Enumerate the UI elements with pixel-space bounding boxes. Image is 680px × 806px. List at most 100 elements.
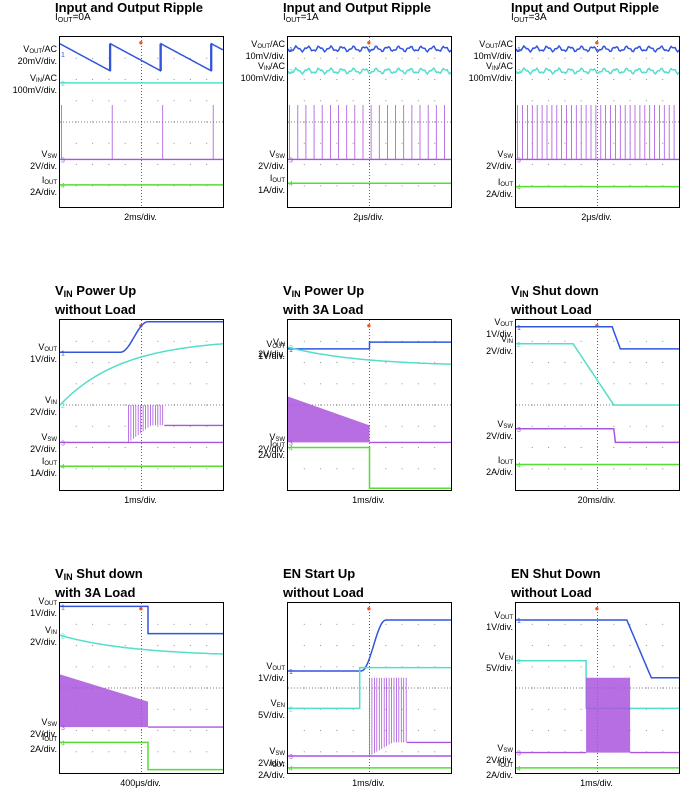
trace-vout [516,619,679,679]
test-condition: IOUT=0A [55,12,91,24]
channel-marker: 2 [61,403,65,410]
channel-scale: 1V/div. [30,608,57,619]
channel-marker: 3 [517,427,521,434]
label-main: V [269,746,276,756]
label-sub: OUT [272,442,285,449]
chart-title: EN Shut Down without Load [511,566,601,601]
title-line2: without Load [283,585,364,600]
title-main: Input and Output Ripple [511,0,660,15]
channel-label: VSW 2V/div. [30,433,57,454]
trace-vsw-switching-block [60,674,149,728]
channel-label: IOUT 2A/div. [486,177,513,199]
label-tail: /AC [41,44,57,54]
channel-label: IOUT 2A/div. [258,758,285,780]
channel-marker: 1 [61,604,65,611]
channel-marker: 1 [61,350,65,357]
label-sub: IN [51,400,57,406]
label-main: V [257,61,264,71]
channel-scale: 2V/div. [30,444,57,455]
label-sub: IN [263,66,270,72]
channel-scale: 2V/div. [486,345,513,356]
test-condition: IOUT=3A [511,12,547,24]
label-main: V [494,610,501,620]
channel-scale: 1V/div. [486,328,513,339]
scope-screen: ● 1 2 3 4 [515,319,680,491]
trace-vout [288,619,451,672]
channel-scale: 20mV/div. [17,56,57,66]
label-sub: IN [279,342,285,349]
channel-scale: 2A/div. [258,449,285,460]
channel-scale: 5V/div. [258,710,285,721]
scope-panel: EN Shut Down without Load ● 1 2 3 4 VOUT 1V/div.… [486,566,680,806]
channel-marker: 2 [289,706,293,713]
channel-scale: 2A/div. [486,466,513,477]
channel-label: IOUT 1A/div. [30,457,57,478]
channel-label: VOUT 1V/div. [30,343,57,364]
chart-title: EN Start Up without Load [283,566,364,601]
channel-marker: 2 [517,69,521,76]
channel-label: VOUT 1V/div. [258,662,285,683]
channel-scale: 10mV/div. [245,50,285,61]
channel-marker: 1 [289,669,293,676]
label-sub: OUT [44,461,57,468]
channel-scale: 1A/div. [30,468,57,479]
chart-title: Input and Output Ripple [511,0,659,19]
scope-screen: ● 1 2 3 4 [59,602,224,774]
channel-label: VSW 2V/div. [258,433,285,454]
trace-vinac [516,66,679,76]
channel-scale: 2V/div. [486,430,513,441]
channel-marker: 1 [517,618,521,625]
label-main: V [266,661,273,671]
channel-scale: 2V/div. [30,161,57,172]
label-main: V [479,38,486,49]
channel-label: VOUT 1V/div. [486,317,513,339]
trace-vout [60,320,223,354]
label-tail: =3A [528,12,547,23]
channel-label: VEN 5V/div. [258,699,285,720]
label-sub: OUT [272,343,285,350]
channel-marker: 3 [517,157,521,164]
label-main: V [41,149,48,160]
trace-iout [60,741,223,771]
label-sub: OUT [500,762,513,769]
channel-scale: 2A/div. [486,188,513,199]
trace-voutac [516,44,679,54]
title-line2: without Load [511,585,592,600]
chart-title: Input and Output Ripple [283,0,431,19]
channel-label: VIN 2V/div. [30,626,57,647]
label-tail: =1A [300,12,319,23]
channel-marker: 2 [61,81,65,88]
trace-vsw-switching-block [288,396,370,443]
trigger-marker: ● [367,321,372,330]
channel-marker: 2 [289,69,293,76]
trace-vout [60,605,223,635]
channel-marker: 4 [517,185,521,192]
label-main: V [269,149,276,160]
scope-panel: VIN Power Up with 3A Load ● 1 2 3 4 VOUT 1V/div.… [258,283,455,523]
channel-scale: 2V/div. [486,754,513,765]
label-sub: IN [51,630,57,637]
label-main: V [497,742,504,753]
channel-label: IOUT 2A/div. [258,438,285,460]
label-main: V [41,432,48,443]
channel-marker: 4 [61,183,65,190]
channel-label: VSW 2V/div. [486,419,513,441]
scope-screen: ● 1 2 3 4 [515,36,680,208]
channel-marker: 1 [289,347,293,354]
channel-label: VSW 2V/div. [258,150,285,171]
label-sub: IN [507,338,513,345]
title-line2: without Load [511,302,592,317]
title-sub: IN [63,289,73,299]
label-main: I [497,454,501,465]
channel-marker: 3 [289,157,293,164]
label-sub: OUT [257,43,270,50]
channel-marker: 2 [61,633,65,640]
channel-marker: 4 [289,766,293,773]
label-main: I [497,757,501,768]
channel-scale: 2V/div. [30,407,57,417]
label-sub: SW [275,751,285,757]
